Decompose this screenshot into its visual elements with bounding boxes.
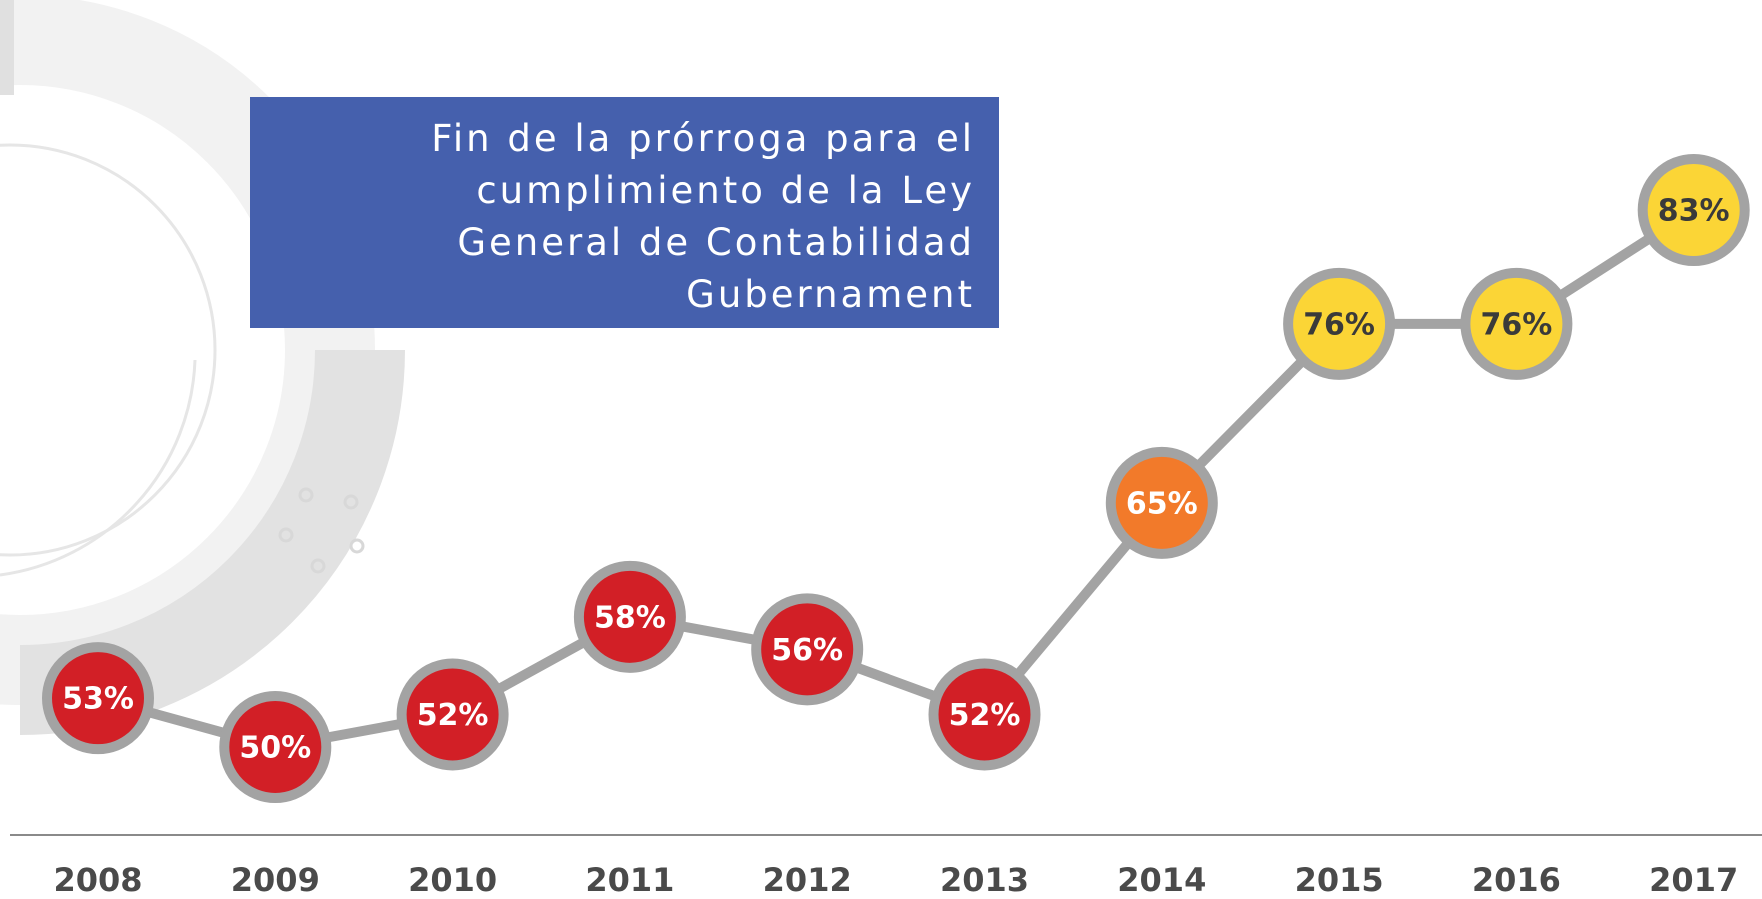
x-tick-label: 2016 <box>1472 861 1561 899</box>
point <box>751 593 864 706</box>
x-tick-label: 2012 <box>763 861 852 899</box>
point <box>1105 446 1218 559</box>
point <box>928 658 1041 771</box>
x-tick-label: 2008 <box>53 861 142 899</box>
value-label: 83% <box>1658 194 1730 229</box>
x-tick-label: 2011 <box>585 861 674 899</box>
x-tick-label: 2013 <box>940 861 1029 899</box>
value-label: 53% <box>62 682 134 717</box>
x-tick-label: 2010 <box>408 861 497 899</box>
point <box>1460 267 1573 380</box>
x-tick-label: 2009 <box>231 861 320 899</box>
x-tick-label: 2017 <box>1649 861 1738 899</box>
value-label: 76% <box>1480 307 1552 342</box>
point <box>573 560 686 673</box>
value-label: 52% <box>949 698 1021 733</box>
value-label: 76% <box>1303 307 1375 342</box>
point <box>219 691 332 803</box>
value-label: 65% <box>1126 486 1198 521</box>
value-label: 52% <box>417 698 489 733</box>
x-tick-label: 2015 <box>1295 861 1384 899</box>
point <box>396 658 509 771</box>
x-tick-label: 2014 <box>1117 861 1206 899</box>
value-label: 58% <box>594 600 666 635</box>
value-label: 50% <box>239 731 311 766</box>
line <box>96 205 1697 753</box>
point <box>1283 267 1396 380</box>
annotation: Fin de la prórroga para el cumplimiento … <box>250 97 999 328</box>
value-label: 56% <box>771 633 843 668</box>
point <box>42 642 154 755</box>
point <box>1637 154 1750 266</box>
